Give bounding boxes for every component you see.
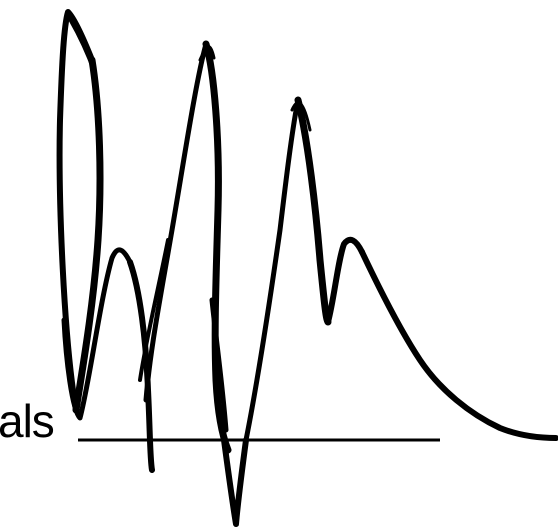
wave-peak-3-left-b	[138, 238, 170, 382]
wave-peak-3-right	[202, 40, 232, 454]
wave-hump-5	[325, 236, 365, 325]
wave-inner-rise	[61, 247, 133, 421]
wave-lobe-1-right	[72, 56, 104, 414]
wave-ink-overlay-2	[198, 45, 216, 62]
wave-ink-overlay-3	[290, 101, 312, 132]
wave-peak-4-left	[243, 97, 301, 443]
wave-peak-4-right	[294, 96, 332, 326]
cut-off-label: als	[0, 395, 55, 447]
wave-peak-3-right-b	[209, 297, 229, 433]
wave-ink-overlay-1	[68, 18, 96, 74]
wave-deep-dip	[221, 437, 249, 527]
wave-tail	[359, 249, 558, 441]
wave-peak-3-left	[143, 41, 209, 403]
